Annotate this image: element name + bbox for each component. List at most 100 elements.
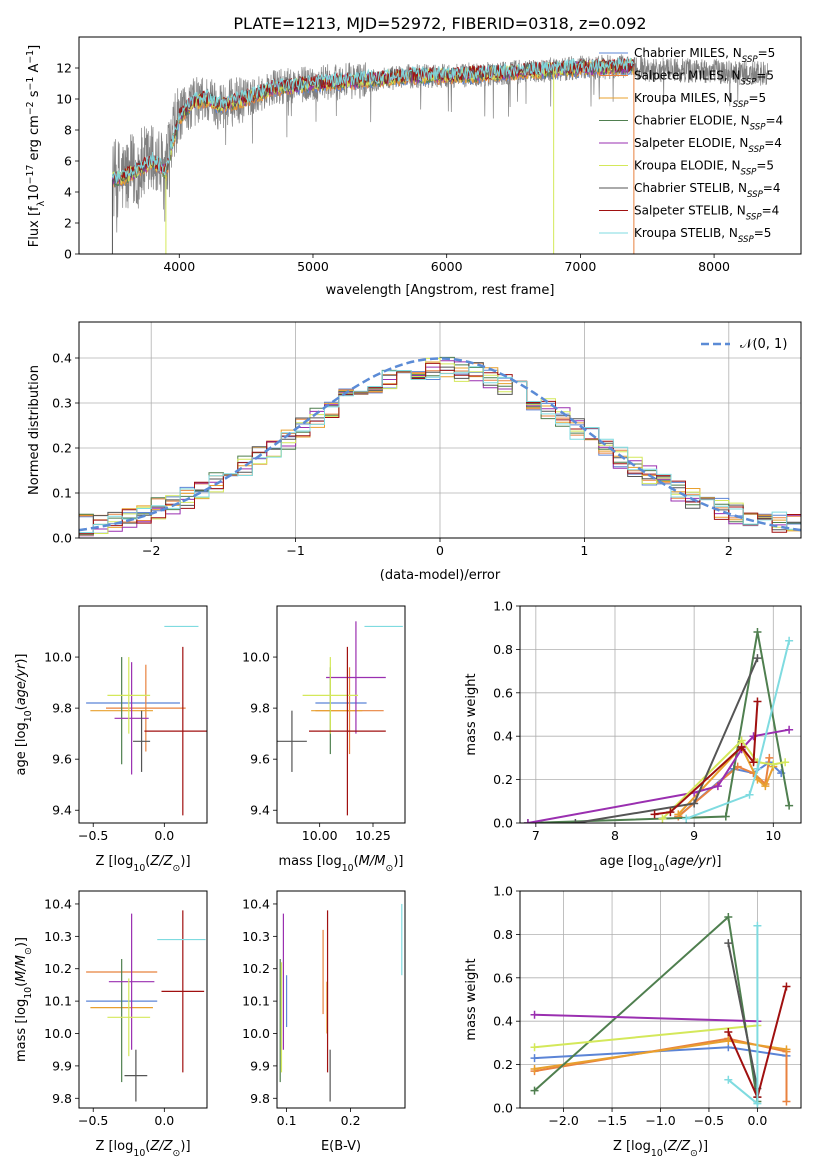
plot-area [277,621,403,816]
label-part: mass [log [14,999,29,1062]
label-part: )] [698,1139,708,1154]
series-marker [753,697,762,706]
series-line [685,640,791,820]
label-part: ( [14,982,29,987]
y-axis-label: mass weight [464,958,479,1040]
x-tick-label: 0.0 [747,1113,767,1128]
series-marker [785,801,794,810]
label-part: age/yr [670,854,713,869]
y-tick-label: 10.0 [44,650,72,665]
x-axis-label: E(B-V) [321,1139,361,1154]
y-tick-label: 1.0 [493,599,513,614]
axes-frame: −2.0 −1.5 −1.0 −0.5 0.0 0.0 0.2 0.4 0.6 0.8 1.0 Z [… [464,884,802,1159]
weight-series [530,913,762,1106]
y-tick-label: 9.4 [52,803,72,818]
label-part: λ [36,200,47,206]
label-part: Z [log [613,1139,651,1154]
label-part: )] [393,854,403,869]
label-part: )] [14,937,29,947]
label-part: 10 [653,863,665,874]
x-tick-label: 2 [725,543,733,558]
label-part: 10 [23,710,34,722]
series-marker [724,1075,733,1084]
series-marker [530,1064,539,1073]
x-axis-label: Z [log10(Z/Z⊙)] [613,1139,708,1159]
label-part: )] [180,1139,190,1154]
y-tick-label: 1.0 [493,884,513,899]
x-tick-label: 0.2 [341,1113,361,1128]
axes-frame: 0.1 0.2 9.8 9.9 10.0 10.1 10.2 10.3 10.4 E(B-V) [242,890,406,1154]
x-tick-label: 9 [690,828,698,843]
label-part: Kroupa MILES, N [634,91,733,105]
legend-label: Chabrier ELODIE, NSSP=4 [634,114,783,133]
series-marker [690,799,699,808]
errorbar-point [107,657,151,734]
plot-area [523,628,794,823]
legend-label: Kroupa STELIB, NSSP=5 [634,226,771,245]
x-axis-label: Z [log10(Z/Z⊙)] [95,1139,190,1159]
y-tick-label: 9.8 [250,701,270,716]
label-part: Z/Z [149,854,173,869]
y-tick-label: 10.2 [242,961,270,976]
series-marker [724,1036,733,1045]
label-part: M/M [14,955,29,982]
y-tick-label: 0.1 [52,486,72,501]
label-part: ( [663,1139,668,1154]
y-axis-label: age [log10(age/yr)] [14,653,34,775]
label-part: Kroupa STELIB, N [634,226,738,240]
label-part: 10 [27,184,42,201]
residual-axes: −2 −1 0 1 2 0.0 0.1 0.2 0.3 0.4 𝒩(0, 1) (data-model… [27,321,802,583]
y-tick-label: 0.2 [493,1057,513,1072]
label-part: )] [14,653,29,663]
y-tick-label: 10.0 [242,650,270,665]
label-part: =4 [763,181,781,195]
series-marker [530,1043,539,1052]
label-part: s [27,90,42,101]
axes-border [78,605,208,824]
x-axis-label: mass [log10(M/M⊙)] [279,854,404,874]
y-tick-label: 10.3 [44,929,72,944]
errorbar-point [302,657,359,734]
ebv-mass-axes: 0.1 0.2 9.8 9.9 10.0 10.1 10.2 10.3 10.4 E(B-V) [242,890,406,1154]
y-tick-label: 10 [56,92,72,107]
series-marker [658,814,667,823]
label-part: Z [log [95,1139,133,1154]
label-part: SSP [741,168,758,178]
axes-frame: −0.5 0.09.49.69.810.0Z [log10(Z/Z⊙)]age [… [14,605,208,874]
series-marker [674,810,683,819]
x-tick-label: 1 [580,543,588,558]
errorbar-point [161,910,205,1073]
x-axis-label: Z [log10(Z/Z⊙)] [95,854,190,874]
series-marker [724,1028,733,1037]
y-tick-label: 0.3 [52,396,72,411]
plot-area [79,356,801,537]
y-tick-label: 0.8 [493,927,513,942]
weight-series [530,1010,762,1026]
x-tick-label: 5000 [297,259,329,274]
series-marker [530,1054,539,1063]
x-tick-label: −0.5 [78,828,108,843]
weight-series [523,628,794,823]
x-tick-label: −1.5 [597,1113,627,1128]
label-part: ⊙ [173,1148,181,1159]
series-marker [753,628,762,637]
label-part: Kroupa ELODIE, N [634,159,741,173]
axes-frame: −0.5 0.09.89.910.010.110.210.310.4Z [log1… [14,890,208,1159]
label-part: ( [665,854,670,869]
y-tick-label: 10.0 [242,1026,270,1041]
plot-area [530,913,791,1108]
y-tick-label: 10.3 [242,929,270,944]
series-marker [666,808,675,817]
label-part: −2 [25,101,36,115]
series-marker [721,812,730,821]
series-marker [782,982,791,991]
legend-label: Chabrier STELIB, NSSP=4 [634,181,781,200]
y-tick-label: 0.0 [493,1101,513,1116]
y-tick-label: 0.4 [493,1014,513,1029]
label-part: SSP [748,145,765,155]
label-part: Salpeter ELODIE, N [634,136,748,150]
label-part: age/yr [14,662,29,705]
label-part: Z [log [95,854,133,869]
x-tick-label: 0 [436,543,444,558]
